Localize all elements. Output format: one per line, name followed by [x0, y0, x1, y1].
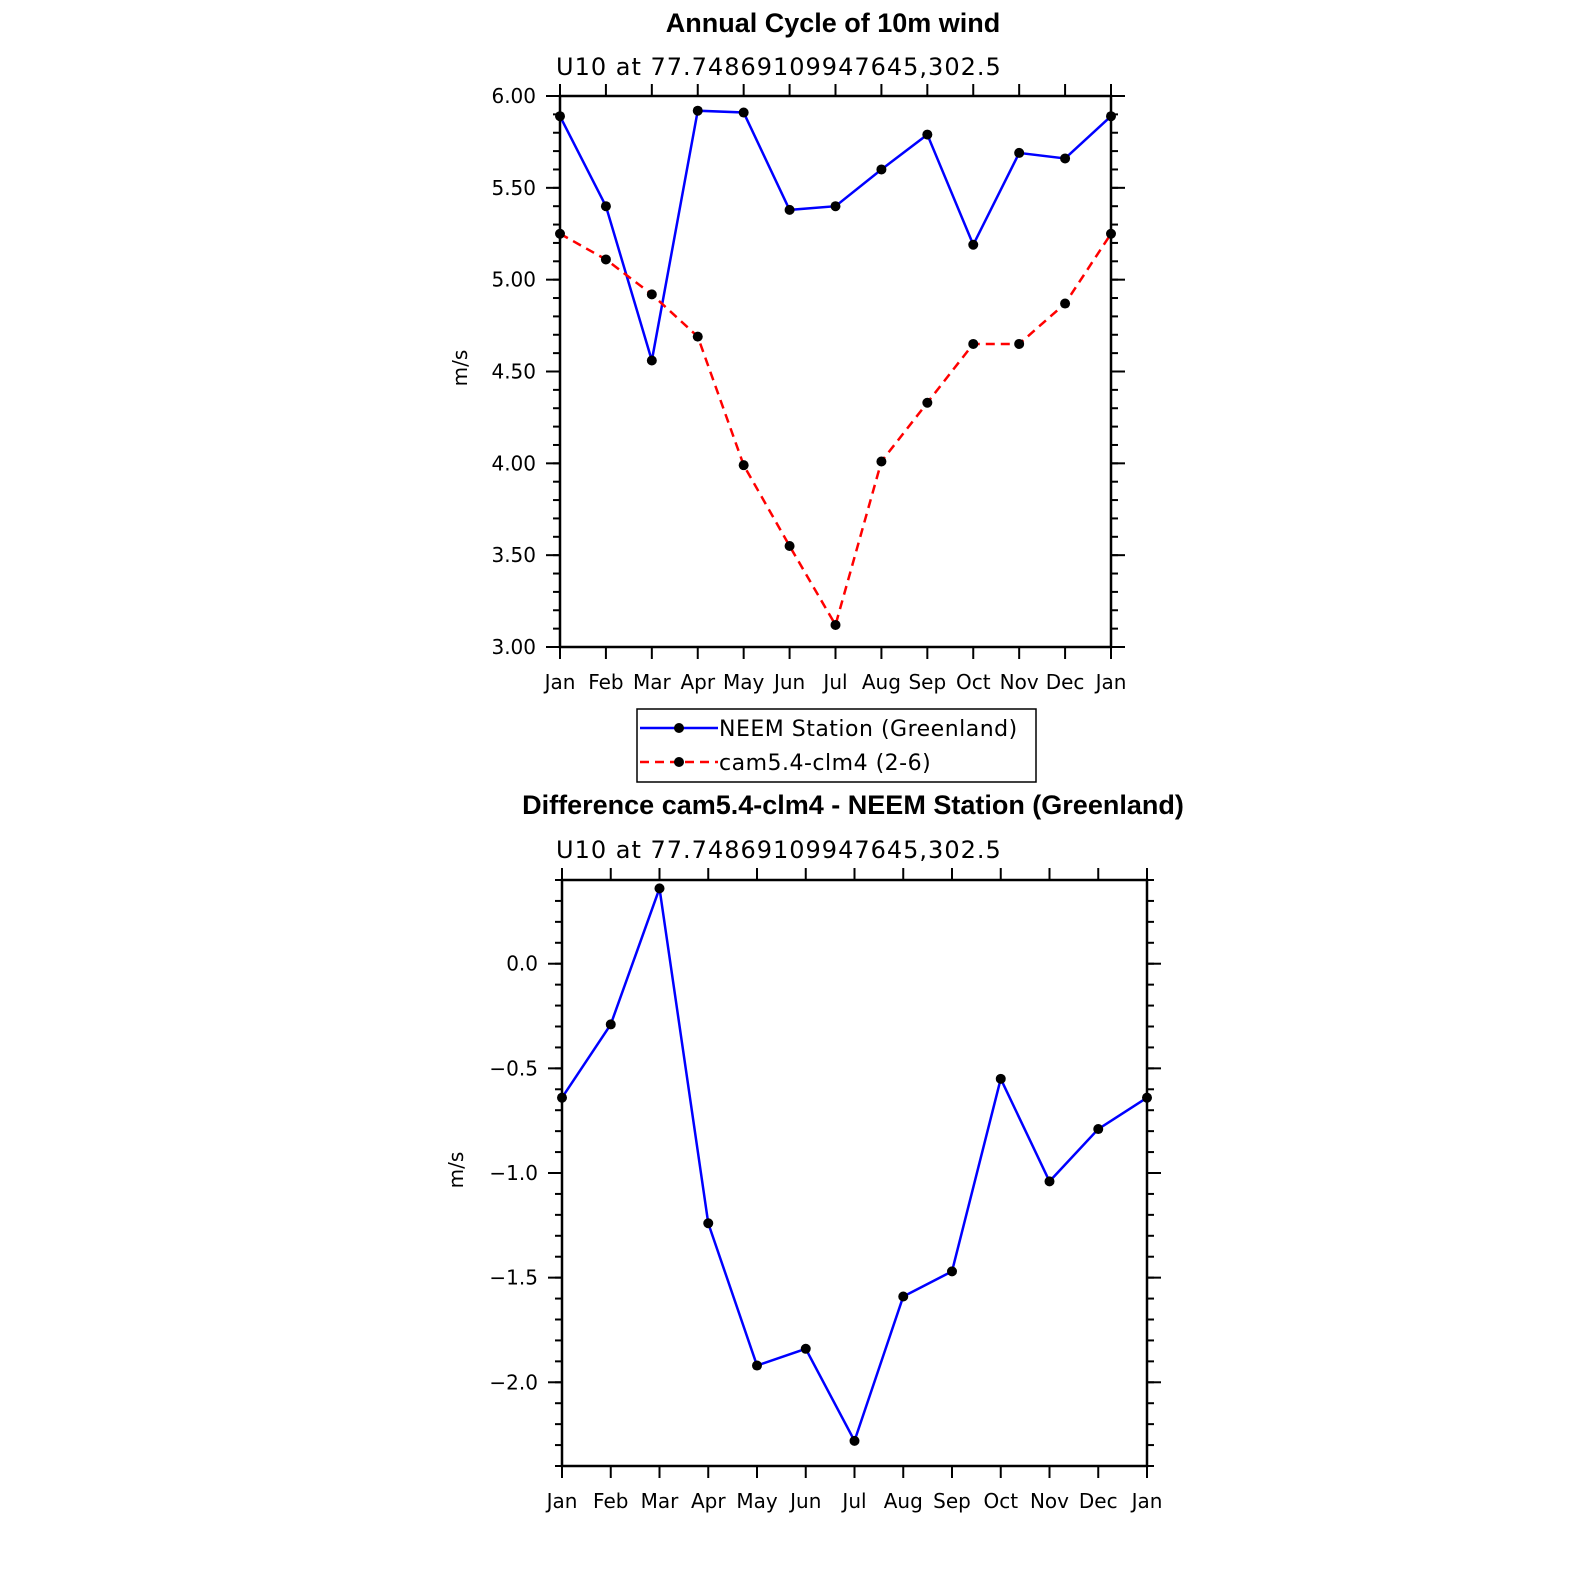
data-point — [703, 1218, 714, 1229]
x-tick-label: Jan — [545, 1489, 578, 1513]
x-tick-label: May — [736, 1489, 778, 1513]
data-point — [968, 239, 979, 250]
y-tick-label: 4.00 — [491, 451, 536, 475]
legend-marker-neem — [674, 723, 684, 733]
data-point — [784, 204, 795, 215]
y-tick-label: 0.0 — [506, 952, 538, 976]
data-point — [922, 397, 933, 408]
data-point — [968, 338, 979, 349]
data-point — [898, 1291, 909, 1302]
data-point — [830, 201, 841, 212]
series-line-0 — [558, 109, 1112, 361]
data-point — [1106, 111, 1116, 122]
y-tick-label: 5.50 — [491, 176, 536, 200]
y-tick-label: 5.00 — [491, 268, 536, 292]
data-point — [1014, 338, 1025, 349]
x-tick-label: Jul — [840, 1489, 866, 1513]
y-tick-label: 4.50 — [491, 360, 536, 384]
data-point — [849, 1435, 860, 1446]
data-point — [1060, 298, 1071, 309]
data-point — [1044, 1176, 1055, 1187]
data-point — [947, 1266, 957, 1277]
series-line-1 — [559, 232, 1113, 629]
x-tick-label: Apr — [691, 1489, 726, 1513]
series-line-0 — [560, 887, 1148, 1445]
data-point — [738, 460, 749, 471]
data-point — [1014, 147, 1025, 158]
y-tick-label: −2.0 — [489, 1370, 538, 1394]
y-tick-label: 6.00 — [491, 84, 536, 108]
annual-cycle-chart: Annual Cycle of 10m wind U10 at 77.74869… — [448, 8, 1126, 694]
legend-label-neem: NEEM Station (Greenland) — [719, 717, 1018, 742]
x-tick-label: Oct — [956, 670, 991, 694]
x-tick-label: Aug — [884, 1489, 923, 1513]
x-tick-label: Dec — [1079, 1489, 1118, 1513]
data-point — [692, 105, 703, 116]
data-point — [752, 1360, 762, 1371]
y-tick-label: −1.5 — [489, 1266, 538, 1290]
data-point — [1060, 153, 1071, 164]
x-tick-label: Jun — [772, 670, 805, 694]
data-point — [995, 1073, 1006, 1084]
data-point — [1142, 1092, 1152, 1103]
x-tick-label: May — [723, 670, 765, 694]
data-point — [876, 164, 887, 175]
data-point — [800, 1343, 811, 1354]
data-point — [555, 228, 565, 239]
y-tick-label: 3.50 — [491, 543, 536, 567]
data-point — [605, 1019, 616, 1030]
data-point — [555, 111, 565, 122]
x-tick-label: Jul — [821, 670, 847, 694]
y-axis-label: m/s — [448, 350, 472, 387]
x-tick-label: Feb — [588, 670, 623, 694]
data-point — [784, 540, 795, 551]
data-point — [692, 331, 703, 342]
data-point — [830, 619, 841, 630]
y-axis-label: m/s — [444, 1152, 468, 1189]
x-tick-label: Jun — [788, 1489, 821, 1513]
y-tick-label: −1.0 — [489, 1161, 538, 1185]
x-tick-label: Apr — [680, 670, 715, 694]
chart-title: Difference cam5.4-clm4 - NEEM Station (G… — [522, 790, 1184, 820]
x-tick-label: Nov — [1000, 670, 1039, 694]
x-tick-label: Sep — [933, 1489, 971, 1513]
y-tick-label: 3.00 — [491, 635, 536, 659]
x-tick-label: Mar — [633, 670, 672, 694]
legend-marker-cam — [674, 757, 684, 767]
x-tick-label: Nov — [1030, 1489, 1069, 1513]
data-point — [738, 107, 749, 118]
x-tick-label: Jan — [1130, 1489, 1163, 1513]
data-point — [557, 1092, 567, 1103]
data-point — [654, 883, 665, 894]
legend: NEEM Station (Greenland) cam5.4-clm4 (2-… — [636, 708, 1037, 783]
legend-box — [636, 708, 1037, 783]
legend-label-cam: cam5.4-clm4 (2-6) — [719, 751, 931, 776]
x-tick-label: Dec — [1046, 670, 1085, 694]
data-point — [600, 254, 611, 265]
data-point — [600, 201, 611, 212]
y-tick-label: −0.5 — [489, 1056, 538, 1080]
data-point — [1093, 1124, 1104, 1135]
data-point — [646, 355, 657, 366]
x-tick-label: Aug — [862, 670, 901, 694]
x-tick-label: Sep — [908, 670, 946, 694]
x-tick-label: Mar — [641, 1489, 680, 1513]
x-tick-label: Jan — [543, 670, 576, 694]
difference-chart: Difference cam5.4-clm4 - NEEM Station (G… — [444, 790, 1184, 1513]
x-tick-label: Feb — [593, 1489, 628, 1513]
data-point — [876, 456, 887, 467]
data-point — [922, 129, 933, 140]
plot-frame — [560, 878, 1149, 1468]
chart-subtitle: U10 at 77.74869109947645,302.5 — [556, 836, 1002, 864]
x-tick-label: Jan — [1094, 670, 1127, 694]
data-point — [646, 289, 657, 300]
x-tick-label: Oct — [983, 1489, 1018, 1513]
chart-subtitle: U10 at 77.74869109947645,302.5 — [556, 53, 1002, 81]
data-point — [1106, 228, 1116, 239]
chart-title: Annual Cycle of 10m wind — [666, 8, 1001, 38]
plot-frame — [558, 94, 1113, 649]
